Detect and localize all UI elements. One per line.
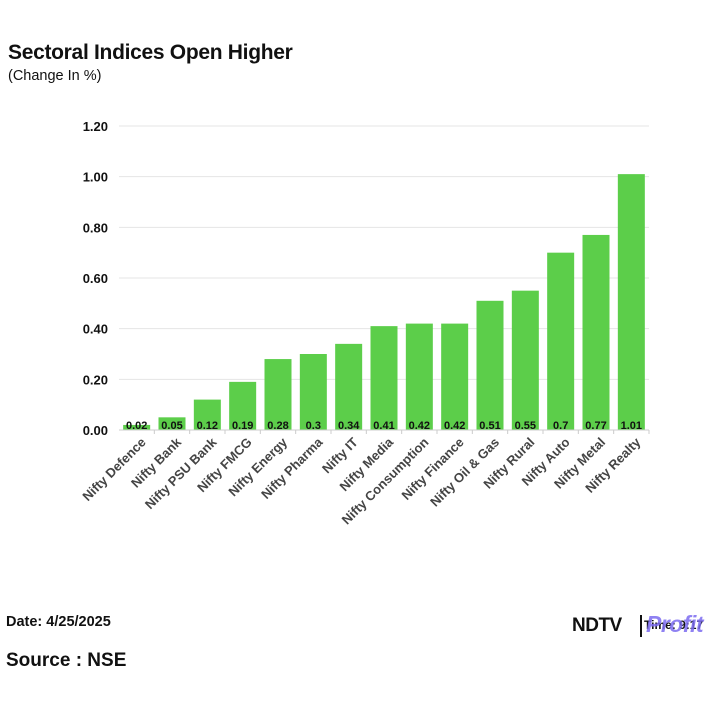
bar bbox=[405, 323, 433, 430]
source-label: Source : NSE bbox=[6, 650, 127, 671]
chart-title: Sectoral Indices Open Higher bbox=[8, 41, 293, 64]
x-tick-label: Nifty Pharma bbox=[258, 434, 326, 502]
bar bbox=[441, 323, 469, 430]
data-label: 0.51 bbox=[479, 420, 500, 432]
bar bbox=[370, 326, 398, 430]
data-label: 0.42 bbox=[409, 420, 430, 432]
y-tick-label: 1.20 bbox=[83, 119, 108, 134]
data-label: 1.01 bbox=[621, 420, 642, 432]
ndtv-logo-text: NDTV bbox=[572, 615, 622, 636]
bar bbox=[193, 399, 221, 430]
bar bbox=[264, 359, 292, 430]
bar bbox=[123, 424, 151, 430]
y-tick-label: 0.20 bbox=[83, 372, 108, 387]
y-tick-label: 0.80 bbox=[83, 220, 108, 235]
bar bbox=[511, 290, 539, 430]
bar bbox=[476, 300, 504, 430]
brand-logo: NDTV Time: 9:17 Profit bbox=[572, 611, 720, 640]
data-label: 0.77 bbox=[585, 420, 606, 432]
logo-divider bbox=[640, 615, 642, 637]
bar bbox=[229, 381, 257, 430]
profit-logo-text: Profit bbox=[646, 611, 704, 637]
data-label: 0.12 bbox=[197, 420, 218, 432]
bar bbox=[617, 174, 645, 430]
data-label: 0.34 bbox=[338, 420, 360, 432]
bar bbox=[547, 252, 575, 430]
data-label: 0.41 bbox=[373, 420, 394, 432]
bar bbox=[299, 354, 327, 430]
data-label: 0.7 bbox=[553, 420, 568, 432]
chart-subtitle: (Change In %) bbox=[8, 68, 102, 84]
bar bbox=[158, 417, 186, 430]
y-tick-label: 0.40 bbox=[83, 322, 108, 337]
bar bbox=[335, 343, 363, 430]
data-label: 0.02 bbox=[126, 420, 147, 432]
bar bbox=[582, 234, 610, 430]
y-tick-label: 0.00 bbox=[83, 423, 108, 438]
date-label: Date: 4/25/2025 bbox=[6, 614, 111, 630]
data-label: 0.55 bbox=[515, 420, 536, 432]
data-label: 0.3 bbox=[306, 420, 321, 432]
y-tick-label: 0.60 bbox=[83, 271, 108, 286]
data-label: 0.42 bbox=[444, 420, 465, 432]
data-label: 0.28 bbox=[267, 420, 288, 432]
data-label: 0.05 bbox=[161, 420, 182, 432]
y-tick-label: 1.00 bbox=[83, 170, 108, 185]
time-label: Time: 9:17 bbox=[644, 618, 704, 632]
data-label: 0.19 bbox=[232, 420, 253, 432]
